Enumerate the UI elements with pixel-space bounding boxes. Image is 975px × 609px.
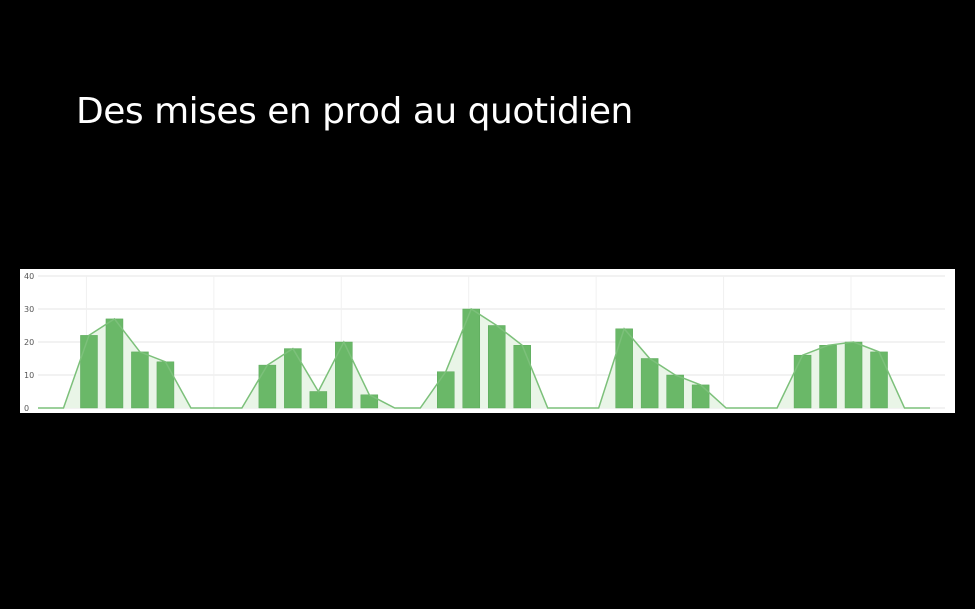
deployment-bar-33 xyxy=(870,351,888,409)
deployment-bar-24 xyxy=(640,358,659,409)
deployments-line xyxy=(38,307,930,409)
deployment-bar-19 xyxy=(513,345,531,409)
deployment-bar-9 xyxy=(258,364,277,409)
deployments-chart: 0 10 20 30 40 xyxy=(20,269,955,413)
deployment-bar-23 xyxy=(615,328,633,409)
chart-y-ticks: 0 10 20 30 40 xyxy=(24,272,34,413)
deployment-bar-3 xyxy=(105,318,124,409)
deployment-bar-25 xyxy=(666,374,684,409)
deployments-chart-svg: 0 10 20 30 40 xyxy=(24,272,945,413)
deployment-bar-26 xyxy=(691,384,710,409)
deployment-bar-13 xyxy=(360,394,379,409)
y-tick-label: 20 xyxy=(24,338,34,347)
y-tick-label: 0 xyxy=(24,404,29,413)
deployment-bar-30 xyxy=(793,354,812,409)
y-tick-label: 30 xyxy=(24,305,34,314)
y-tick-label: 40 xyxy=(24,272,34,281)
deployment-bar-32 xyxy=(844,341,863,409)
deployment-bar-18 xyxy=(487,325,506,409)
deployment-bar-5 xyxy=(156,361,175,409)
deployment-bar-31 xyxy=(819,345,837,409)
deployment-bar-2 xyxy=(80,335,98,409)
deployment-bar-11 xyxy=(309,391,328,409)
chart-bars xyxy=(80,308,888,409)
slide-title: Des mises en prod au quotidien xyxy=(76,91,633,132)
y-tick-label: 10 xyxy=(24,371,34,380)
deployment-bar-16 xyxy=(437,371,455,409)
deployment-bar-12 xyxy=(335,341,353,409)
chart-line-layer xyxy=(38,307,930,409)
deployment-bar-4 xyxy=(131,351,149,409)
